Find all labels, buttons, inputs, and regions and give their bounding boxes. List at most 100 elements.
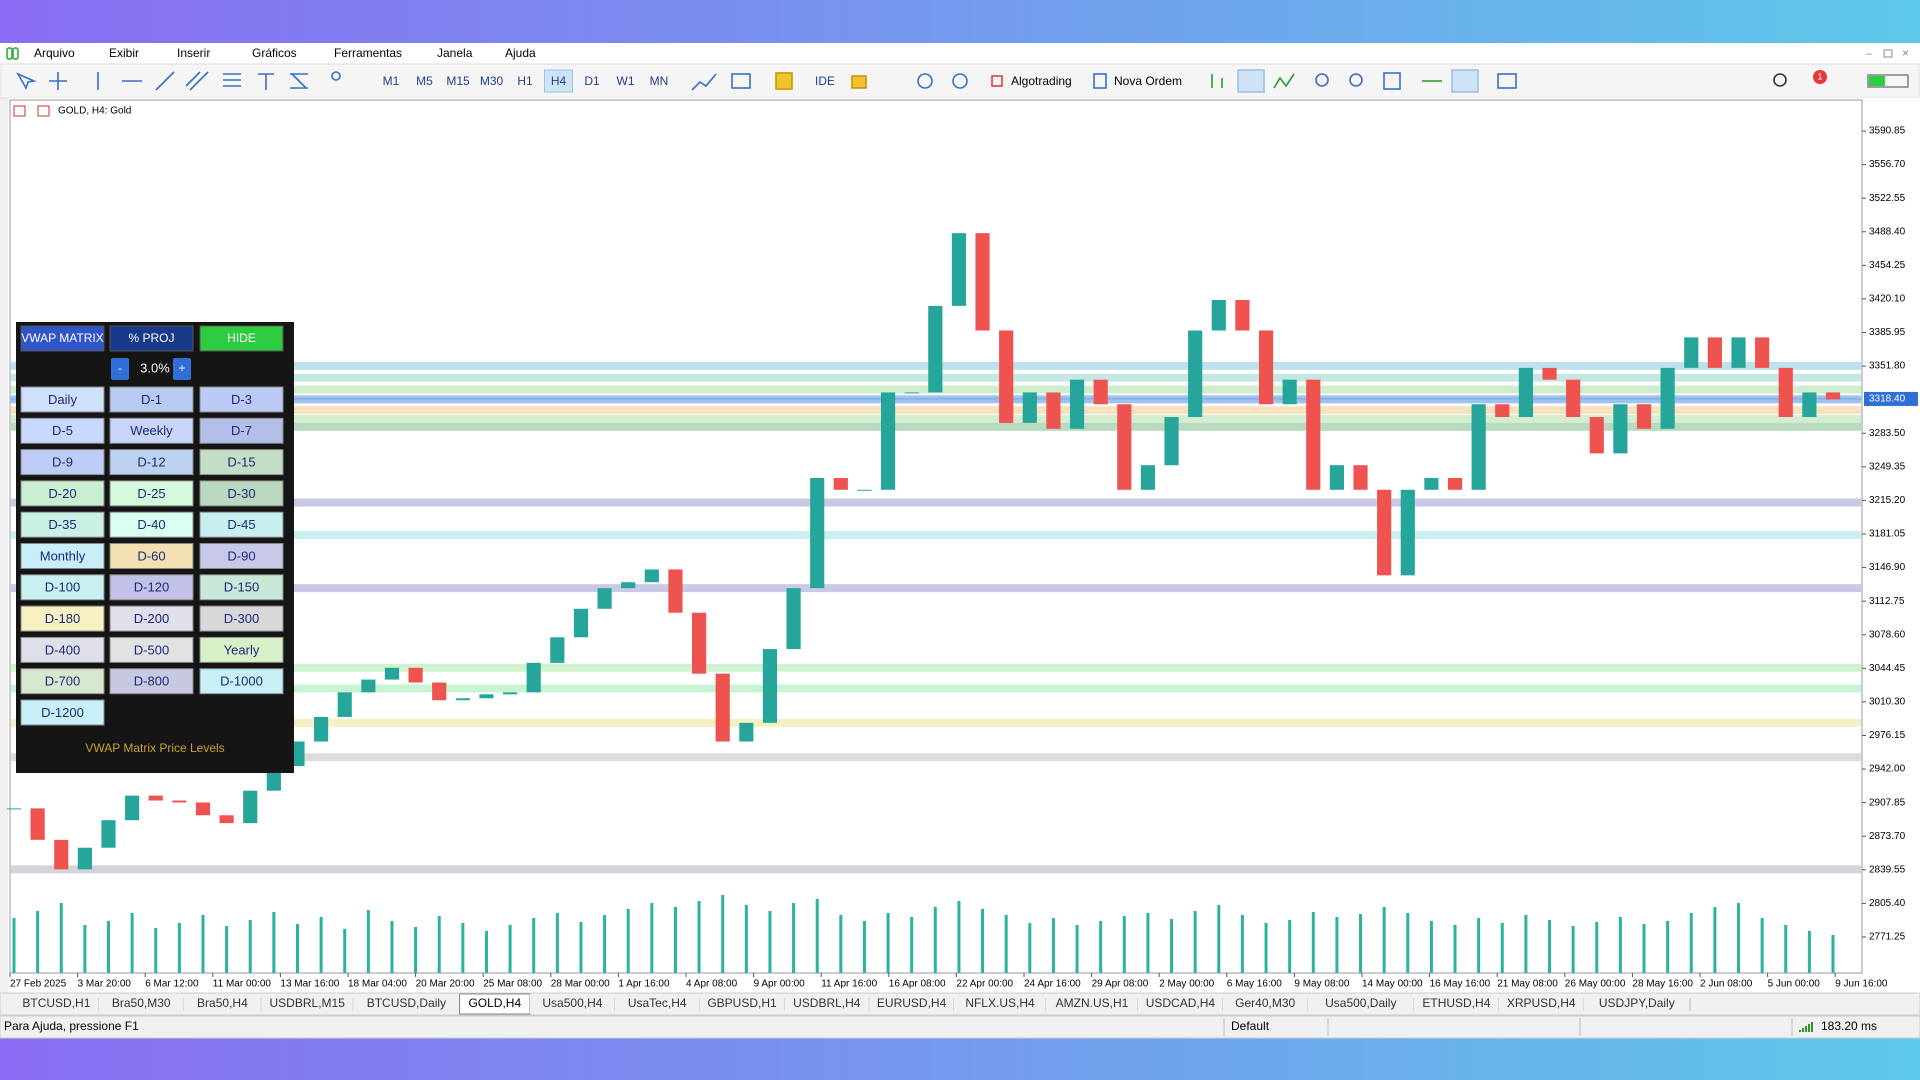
text-tool[interactable] (258, 73, 274, 90)
tab[interactable] (1046, 994, 1138, 1014)
bars-icon[interactable] (1211, 74, 1223, 88)
level-button[interactable] (199, 605, 284, 632)
level-button[interactable] (109, 636, 194, 663)
shapes-tool[interactable] (290, 73, 308, 89)
tab[interactable] (261, 994, 354, 1014)
level-button[interactable] (199, 668, 284, 695)
menu-item[interactable]: Arquivo (34, 46, 75, 60)
level-button[interactable] (109, 511, 194, 538)
level-button[interactable] (20, 574, 105, 601)
tab[interactable] (1583, 994, 1690, 1014)
menu-item[interactable]: Ferramentas (334, 46, 402, 60)
timeframe-button[interactable]: H4 (551, 74, 567, 88)
template[interactable] (731, 73, 751, 89)
level-button[interactable] (20, 480, 105, 507)
zoom-in[interactable] (1315, 73, 1329, 87)
algo-icon[interactable] (991, 75, 1003, 87)
chart-shift[interactable] (1451, 69, 1479, 93)
timeframe-button[interactable]: M5 (416, 74, 433, 88)
level-button[interactable] (199, 574, 284, 601)
level-button[interactable] (20, 636, 105, 663)
level-button[interactable] (199, 636, 284, 663)
level-button[interactable] (109, 605, 194, 632)
level-button[interactable] (20, 605, 105, 632)
level-button[interactable] (20, 543, 105, 569)
timeframe-button[interactable]: D1 (584, 74, 600, 88)
signals-icon[interactable] (952, 73, 968, 89)
step-minus-button[interactable] (111, 358, 129, 380)
timeframe-button[interactable]: MN (650, 74, 669, 88)
fibo-tool[interactable] (223, 73, 241, 87)
new-order-button[interactable]: Nova Ordem (1114, 74, 1182, 88)
panel-header-button[interactable] (199, 325, 284, 352)
level-button[interactable] (109, 574, 194, 601)
level-button[interactable] (199, 480, 284, 507)
tab[interactable] (1307, 994, 1414, 1014)
timeframe-button[interactable]: M15 (446, 74, 470, 88)
tab[interactable] (353, 994, 460, 1014)
level-button[interactable] (20, 449, 105, 476)
tab[interactable] (784, 994, 870, 1014)
menu-item[interactable]: Janela (437, 46, 473, 60)
menu-item[interactable]: Gráficos (252, 46, 297, 60)
candles-icon[interactable] (1237, 69, 1265, 93)
level-button[interactable] (199, 449, 284, 476)
tab[interactable] (954, 994, 1046, 1014)
level-button[interactable] (109, 449, 194, 476)
tile-windows[interactable] (1383, 72, 1401, 90)
search[interactable] (1773, 73, 1787, 87)
level-button[interactable] (199, 543, 284, 569)
level-button[interactable] (199, 417, 284, 444)
panel-header-button[interactable] (109, 325, 194, 352)
level-button[interactable] (20, 699, 105, 726)
order-icon[interactable] (1093, 73, 1107, 89)
level-button[interactable] (109, 543, 194, 569)
tab[interactable] (1498, 994, 1584, 1014)
tab[interactable] (1222, 994, 1308, 1014)
vps-icon[interactable] (851, 75, 867, 89)
tab[interactable] (14, 994, 99, 1014)
timeframe-button[interactable]: W1 (617, 74, 635, 88)
screenshot[interactable] (1497, 73, 1517, 89)
level-button[interactable] (20, 668, 105, 695)
level-button[interactable] (20, 386, 105, 413)
level-button[interactable] (20, 417, 105, 444)
level-button[interactable] (199, 386, 284, 413)
notification-count[interactable]: 1 (1817, 71, 1822, 81)
tab[interactable] (183, 994, 262, 1014)
tab[interactable] (1414, 994, 1499, 1014)
timeframe-button[interactable]: M30 (480, 74, 504, 88)
tab[interactable] (869, 994, 954, 1014)
level-button[interactable] (20, 511, 105, 538)
timeframe-button[interactable]: M1 (383, 74, 400, 88)
cloud-icon[interactable] (917, 73, 933, 89)
market-icon[interactable] (775, 72, 793, 90)
channel-tool[interactable] (185, 71, 209, 91)
level-button[interactable] (109, 417, 194, 444)
tab[interactable] (530, 994, 615, 1014)
menu-item[interactable]: Ajuda (505, 46, 536, 60)
tab[interactable] (1138, 994, 1223, 1014)
level-button[interactable] (109, 668, 194, 695)
level-button[interactable] (199, 511, 284, 538)
tab[interactable] (98, 994, 184, 1014)
cursor-tool[interactable] (16, 72, 37, 90)
algotrading-button[interactable]: Algotrading (1011, 74, 1072, 88)
menu-item[interactable]: Inserir (177, 46, 210, 60)
menu-item[interactable]: Exibir (109, 46, 139, 60)
ide-button[interactable]: IDE (815, 74, 835, 88)
crosshair-tool[interactable] (49, 72, 67, 90)
step-plus-button[interactable] (173, 358, 191, 380)
objects-tool[interactable] (331, 71, 341, 81)
level-button[interactable] (109, 386, 194, 413)
trendline-tool[interactable] (155, 71, 175, 91)
panel-header-button[interactable] (20, 325, 105, 352)
minimize[interactable]: – (1866, 48, 1873, 60)
level-button[interactable] (109, 480, 194, 507)
close[interactable]: × (1902, 46, 1909, 60)
line-icon[interactable] (1273, 73, 1295, 89)
restore[interactable] (1883, 49, 1893, 58)
timeframe-button[interactable]: H1 (517, 74, 533, 88)
zoom-out[interactable] (1349, 73, 1363, 87)
tab[interactable] (699, 994, 785, 1014)
